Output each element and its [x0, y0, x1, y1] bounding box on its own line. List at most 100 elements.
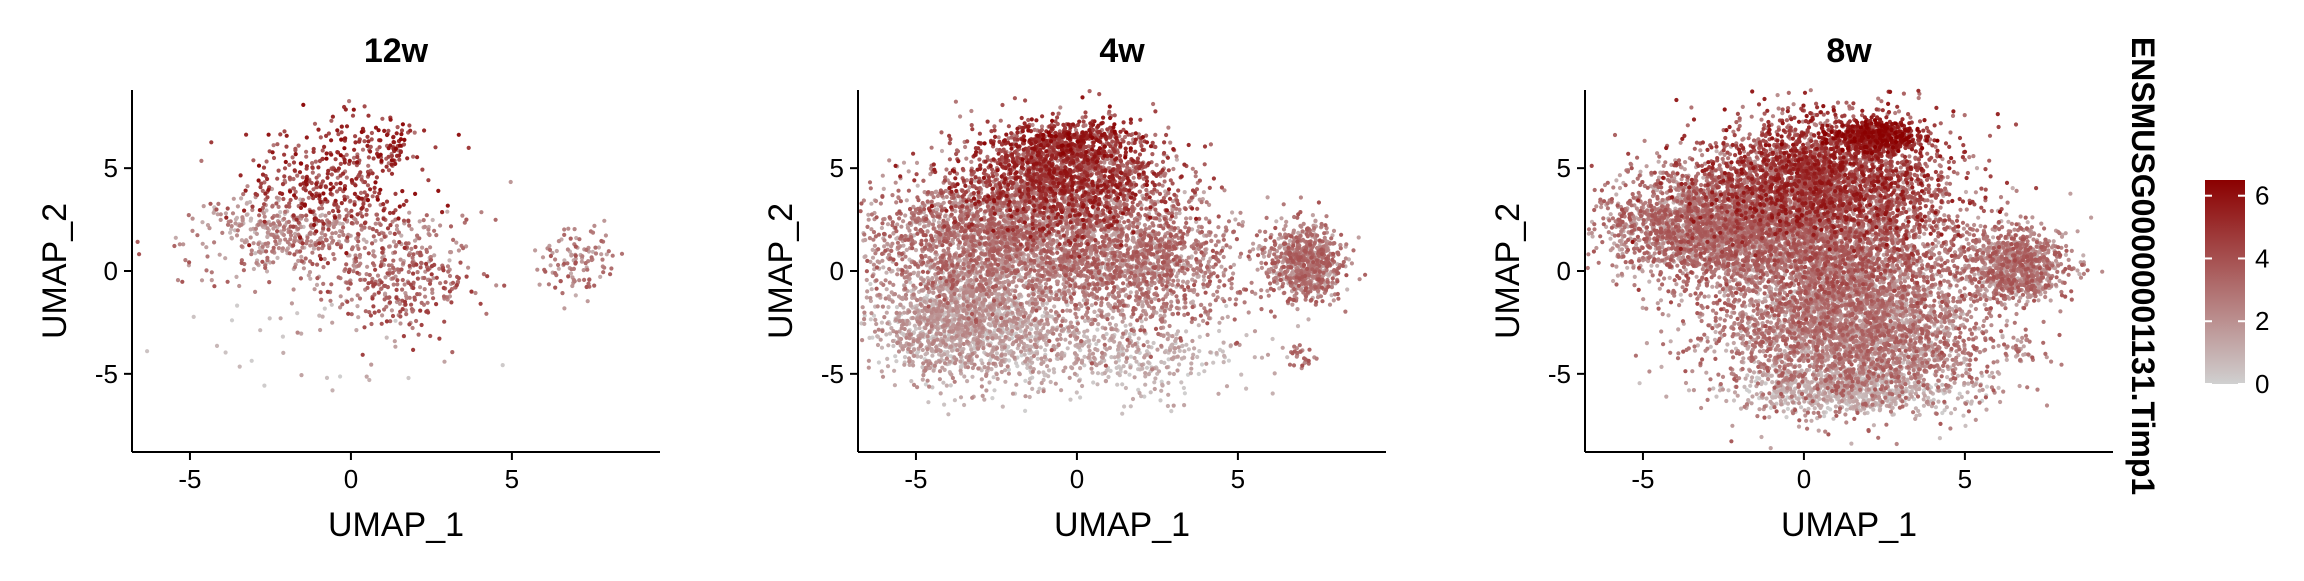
data-point [254, 261, 258, 265]
data-point [1169, 300, 1173, 304]
data-point [1332, 298, 1336, 302]
data-point [946, 412, 950, 416]
data-point [240, 215, 244, 219]
data-point [999, 363, 1003, 367]
data-point [484, 312, 488, 316]
data-point [390, 158, 394, 162]
data-point [868, 296, 872, 300]
data-point [337, 275, 341, 279]
data-point [553, 286, 557, 290]
data-point [888, 332, 892, 336]
data-point [382, 208, 386, 212]
data-point [337, 234, 341, 238]
data-point [942, 329, 946, 333]
data-point [872, 263, 876, 267]
data-point [1190, 339, 1194, 343]
data-point [958, 359, 962, 363]
data-point [420, 168, 424, 172]
data-point [284, 145, 288, 149]
data-point [909, 304, 913, 308]
data-point [207, 226, 211, 230]
data-point [324, 134, 328, 138]
data-point [385, 319, 389, 323]
data-point [271, 260, 275, 264]
data-point [321, 148, 325, 152]
data-point [292, 187, 296, 191]
data-point [1222, 360, 1226, 364]
data-point [353, 203, 357, 207]
data-point [1177, 362, 1181, 366]
data-point [316, 165, 320, 169]
data-point [959, 395, 963, 399]
data-point [1172, 372, 1176, 376]
data-point [422, 218, 426, 222]
data-point [999, 339, 1003, 343]
data-point [385, 200, 389, 204]
data-point [873, 318, 877, 322]
data-point [281, 197, 285, 201]
data-point [926, 400, 930, 404]
data-point [965, 379, 969, 383]
data-point [1142, 355, 1146, 359]
data-point [371, 171, 375, 175]
data-point [308, 210, 312, 214]
data-point [1189, 371, 1193, 375]
data-point [318, 200, 322, 204]
data-point [1095, 328, 1099, 332]
data-point [886, 222, 890, 226]
data-point [541, 255, 545, 259]
data-point [553, 271, 557, 275]
data-point [1068, 376, 1072, 380]
data-point [937, 220, 941, 224]
data-point [234, 275, 238, 279]
data-point [390, 308, 394, 312]
data-point [1247, 310, 1251, 314]
data-point [357, 140, 361, 144]
data-point [311, 171, 315, 175]
data-point [893, 383, 897, 387]
data-point [363, 221, 367, 225]
data-point [373, 311, 377, 315]
data-point [1174, 212, 1178, 216]
data-point [269, 233, 273, 237]
data-point [369, 363, 373, 367]
data-point [345, 176, 349, 180]
panel-title: 12w [364, 32, 429, 70]
data-point [340, 302, 344, 306]
data-point [1068, 341, 1072, 345]
data-point [891, 344, 895, 348]
data-point [932, 219, 936, 223]
data-point [479, 210, 483, 214]
data-point [371, 304, 375, 308]
data-point [1189, 367, 1193, 371]
data-point [350, 247, 354, 251]
data-point [1153, 297, 1157, 301]
data-point [242, 209, 246, 213]
data-point [933, 299, 937, 303]
data-point [395, 288, 399, 292]
data-point [289, 230, 293, 234]
data-point [285, 134, 289, 138]
data-point [322, 222, 326, 226]
data-point [392, 240, 396, 244]
data-point [321, 157, 325, 161]
data-point [1271, 337, 1275, 341]
data-point [1257, 244, 1261, 248]
data-point [1136, 348, 1140, 352]
data-point [304, 188, 308, 192]
data-point [382, 284, 386, 288]
data-point [1014, 361, 1018, 365]
data-point [415, 292, 419, 296]
data-point [451, 281, 455, 285]
data-point [1285, 355, 1289, 359]
data-point [334, 157, 338, 161]
data-point [451, 238, 455, 242]
data-point [984, 388, 988, 392]
data-point [981, 394, 985, 398]
data-point [882, 187, 886, 191]
data-point [1010, 324, 1014, 328]
data-point [1260, 356, 1264, 360]
data-point [345, 300, 349, 304]
data-point [1140, 367, 1144, 371]
data-point [1239, 373, 1243, 377]
